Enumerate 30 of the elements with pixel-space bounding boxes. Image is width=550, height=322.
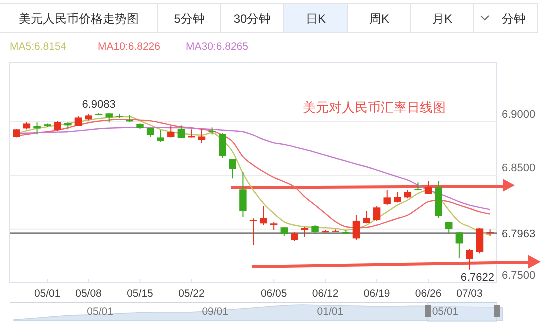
text: 30分钟: [234, 12, 272, 26]
x-tick-label: 07/03: [456, 288, 484, 300]
text: 分钟: [502, 12, 526, 26]
x-tick-label: 05/15: [127, 288, 154, 300]
x-tick-label: 06/19: [364, 288, 390, 300]
y-tick-label: 6.9000: [502, 109, 536, 122]
x-tick-label: 05/08: [76, 288, 102, 300]
text: 美元人民币价格走势图: [19, 12, 139, 26]
text: 日K: [306, 12, 326, 26]
x-tick-label: 09/01: [202, 306, 229, 318]
x-tick-label: 06/12: [312, 288, 339, 300]
x-tick-label: 06/05: [260, 288, 288, 300]
text: 周K: [369, 12, 390, 26]
y-tick-label: 6.7500: [502, 270, 536, 282]
x-tick-label: 01/01: [317, 306, 344, 318]
x-tick-label: 05/01: [34, 288, 61, 300]
text: 美元对人民币汇率日线图: [303, 100, 446, 115]
text: MA30:6.8265: [186, 41, 249, 53]
text: MA5:6.8154: [10, 41, 67, 53]
text: 月K: [432, 12, 453, 26]
x-tick-label: 05/01: [87, 306, 114, 318]
x-tick-label: 05/01: [432, 306, 459, 318]
annotation: 6.9083: [82, 99, 116, 112]
ref-line-label: 6.7963: [502, 228, 536, 240]
y-tick-label: 6.8500: [502, 162, 536, 175]
annotation: 6.7622: [460, 272, 495, 284]
x-tick-label: 05/22: [178, 288, 206, 300]
text: MA10:6.8226: [98, 41, 161, 53]
x-tick-label: 06/26: [415, 288, 442, 300]
text: 5分钟: [174, 12, 205, 26]
